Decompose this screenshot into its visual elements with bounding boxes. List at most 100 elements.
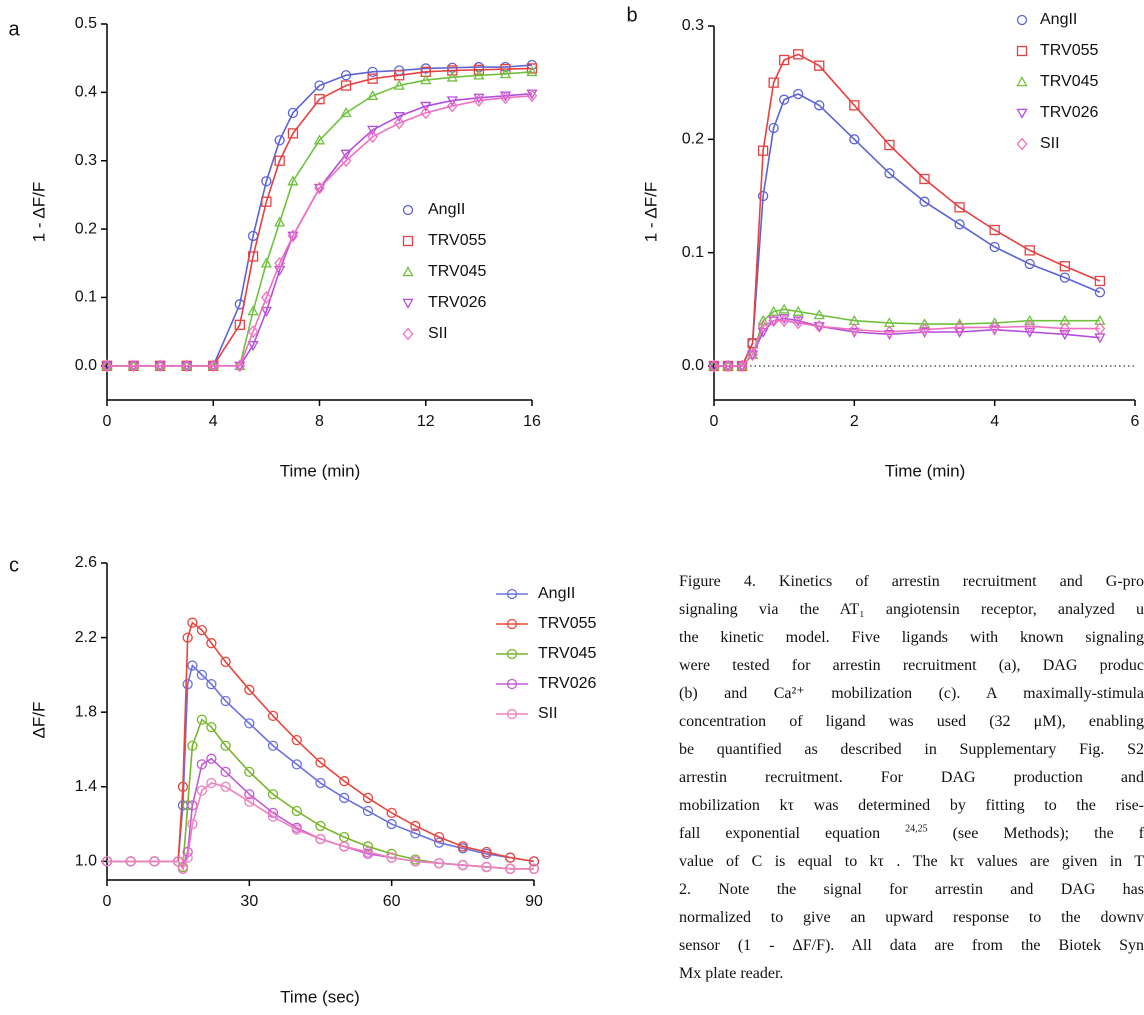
caption-text: fall exponential equation [679, 825, 906, 842]
data-point [339, 776, 350, 787]
data-point [182, 852, 193, 863]
legend-marker [1016, 76, 1028, 87]
data-point [446, 96, 458, 107]
data-point [793, 49, 804, 60]
data-point [757, 319, 769, 333]
data-point [420, 101, 432, 112]
data-point [473, 69, 485, 80]
caption-line: value of C is equal to kτ . The kτ value… [679, 848, 1144, 876]
x-tick-label: 0 [103, 893, 112, 910]
legend-label: TRV045 [538, 645, 597, 662]
data-point [433, 837, 445, 848]
series-line [107, 621, 535, 863]
caption-text: mobilization kτ was determined by fittin… [679, 797, 1144, 814]
data-point [340, 107, 352, 118]
data-point [722, 359, 734, 373]
data-point [313, 134, 326, 145]
data-point [220, 656, 231, 667]
legend-marker [506, 708, 518, 720]
data-point [1024, 319, 1036, 333]
data-point [260, 257, 272, 268]
data-point [149, 856, 160, 867]
data-point [793, 88, 804, 100]
y-axis-label: 1 - ΔF/F [29, 182, 48, 242]
caption-text: were tested for arrestin recruitment (a)… [679, 657, 1144, 674]
data-point [778, 314, 790, 328]
data-point [313, 183, 326, 194]
data-point [234, 319, 245, 330]
caption-line: Figure 4. Kinetics of arrestin recruitme… [679, 568, 1144, 596]
data-point [446, 71, 458, 82]
data-point [291, 805, 302, 817]
data-point [196, 714, 208, 725]
data-point [813, 309, 825, 320]
data-point [505, 852, 516, 863]
data-point [267, 789, 279, 800]
data-point [340, 70, 352, 81]
data-point [291, 759, 302, 770]
data-point [274, 216, 286, 227]
data-point [267, 710, 279, 722]
caption-text: 24,25 [905, 823, 928, 835]
data-point [362, 846, 374, 858]
caption-line: mobilization kτ was determined by fittin… [679, 792, 1144, 820]
data-point [457, 841, 468, 852]
legend-marker [402, 204, 414, 216]
caption-line: the kinetic model. Five ligands with kno… [679, 624, 1144, 652]
caption-text: the kinetic model. Five ligands with kno… [679, 629, 1144, 646]
caption-line: fall exponential equation 24,25 (see Met… [679, 820, 1144, 848]
data-point [187, 660, 198, 671]
legend-label: SII [1040, 135, 1060, 152]
caption-line: 2. Note the signal for arrestin and DAG … [679, 876, 1144, 904]
data-point [884, 325, 895, 339]
legend-label: SII [538, 705, 558, 722]
data-point [196, 624, 208, 636]
data-point [433, 858, 445, 869]
data-point [244, 684, 255, 695]
data-point [362, 805, 374, 817]
legend-label: TRV045 [1040, 73, 1099, 90]
caption-text: normalized to give an upward response to… [679, 909, 1144, 926]
y-tick-label: 0.3 [75, 152, 97, 169]
data-point [446, 99, 458, 113]
data-point [128, 359, 139, 373]
caption-line: normalized to give an upward response to… [679, 904, 1144, 932]
data-point [919, 196, 930, 207]
data-point [1024, 327, 1036, 338]
data-point [481, 846, 492, 858]
x-tick-label: 90 [525, 893, 543, 910]
caption-line: signaling via the AT₁ angiotensin recept… [679, 596, 1144, 624]
data-point [274, 256, 286, 270]
data-point [386, 807, 397, 819]
caption-text: (see Methods); the f [927, 825, 1144, 842]
data-point [884, 168, 895, 179]
y-tick-label: 0.3 [682, 17, 704, 34]
series-line [107, 64, 533, 367]
data-point [196, 785, 208, 796]
series-line [107, 94, 533, 367]
data-point [473, 94, 485, 107]
legend-marker [1016, 108, 1028, 119]
x-tick-label: 30 [240, 893, 258, 910]
data-point [1094, 287, 1106, 298]
data-point [196, 759, 208, 770]
data-point [339, 841, 350, 852]
legend-marker [1016, 14, 1028, 26]
data-point [367, 130, 378, 144]
legend-label: TRV055 [538, 615, 597, 632]
caption-text: concentration of ligand was used (32 μM)… [679, 713, 1144, 730]
legend-marker [506, 678, 518, 690]
data-point [779, 94, 790, 105]
data-point [918, 318, 931, 329]
y-tick-label: 2.6 [75, 554, 97, 571]
caption-text: sensor (1 - ΔF/F). All data are from the… [679, 937, 1144, 954]
data-point [154, 359, 166, 373]
data-point [274, 135, 285, 146]
caption-line: sensor (1 - ΔF/F). All data are from the… [679, 932, 1144, 960]
y-tick-label: 2.2 [75, 629, 97, 646]
data-point [849, 100, 860, 111]
data-point [757, 314, 769, 325]
y-tick-label: 0.4 [75, 84, 97, 101]
data-point [177, 863, 189, 874]
